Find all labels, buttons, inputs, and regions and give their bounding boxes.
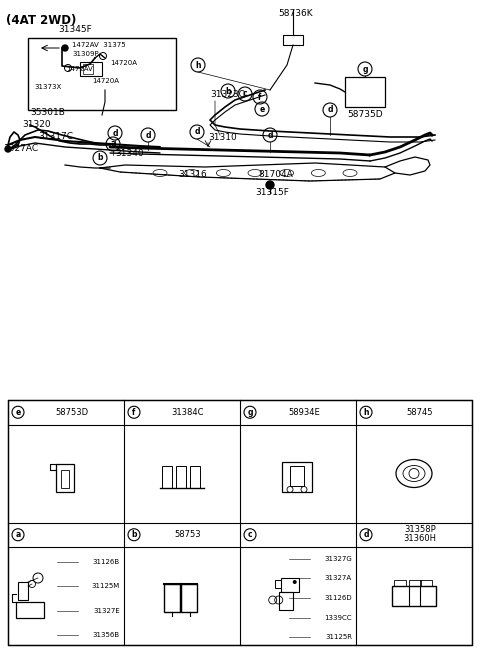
Text: 58753: 58753 (175, 531, 201, 539)
Text: 58753D: 58753D (55, 408, 89, 417)
Text: 31340: 31340 (115, 149, 144, 158)
Text: 58745: 58745 (407, 408, 433, 417)
Text: f: f (258, 92, 262, 102)
Text: 58736K: 58736K (278, 9, 312, 18)
Bar (394, 580, 406, 586)
Text: a: a (15, 531, 21, 539)
Bar (83, 64, 93, 74)
Text: 58934E: 58934E (288, 408, 320, 417)
Text: d: d (267, 130, 273, 140)
Bar (18, 582, 28, 600)
Text: g: g (362, 64, 368, 73)
Text: d: d (145, 130, 151, 140)
Text: 31309P: 31309P (72, 51, 98, 57)
Text: 31345F: 31345F (58, 25, 92, 34)
Text: b: b (225, 86, 231, 96)
Bar (16, 602, 44, 618)
Text: 31125M: 31125M (92, 583, 120, 590)
Bar (392, 586, 436, 606)
Text: 31126D: 31126D (324, 595, 352, 601)
Text: d: d (112, 128, 118, 138)
Bar (275, 580, 281, 588)
Text: 31384C: 31384C (172, 408, 204, 417)
Text: 31126B: 31126B (93, 559, 120, 565)
Text: 35301B: 35301B (30, 108, 65, 117)
Bar (290, 466, 304, 485)
Text: b: b (131, 531, 137, 539)
Bar (61, 470, 69, 487)
Text: g: g (247, 408, 253, 417)
Bar (80, 62, 102, 76)
Bar (283, 35, 303, 45)
Text: e: e (259, 105, 264, 113)
Text: 81704A: 81704A (258, 170, 293, 179)
Text: 31358P: 31358P (404, 525, 436, 534)
Bar (28, 38, 176, 110)
Text: 31327G: 31327G (324, 555, 352, 562)
Text: 31125R: 31125R (325, 634, 352, 640)
Bar (409, 580, 421, 586)
Text: d: d (194, 128, 200, 136)
Circle shape (5, 146, 11, 152)
Text: 31327A: 31327A (325, 575, 352, 582)
Text: 14720A: 14720A (92, 78, 119, 84)
Text: 1472AV  31375: 1472AV 31375 (72, 42, 126, 48)
Text: 31373X: 31373X (34, 84, 61, 90)
Text: 1339CC: 1339CC (324, 614, 352, 620)
Text: 58735D: 58735D (347, 110, 383, 119)
Bar (420, 580, 432, 586)
Bar (56, 464, 74, 491)
Text: h: h (363, 408, 369, 417)
Bar (164, 584, 180, 612)
Text: (4AT 2WD): (4AT 2WD) (6, 14, 76, 27)
Bar (282, 462, 312, 491)
Text: a: a (110, 140, 116, 149)
Text: 1327AC: 1327AC (4, 144, 39, 153)
Text: 31320: 31320 (22, 120, 50, 129)
Bar (190, 466, 200, 487)
Text: 31323Q: 31323Q (210, 90, 246, 99)
Text: 31316: 31316 (178, 170, 207, 179)
Text: d: d (327, 105, 333, 115)
Text: 31360H: 31360H (404, 534, 436, 543)
Text: h: h (195, 60, 201, 69)
Bar (279, 592, 293, 610)
Text: 31317C: 31317C (38, 132, 73, 141)
Circle shape (266, 181, 274, 189)
Text: c: c (248, 531, 252, 539)
Bar (162, 466, 172, 487)
Bar (345, 77, 385, 107)
Circle shape (293, 580, 297, 584)
Bar (8, 400, 472, 645)
Bar (181, 584, 197, 612)
Text: 31315F: 31315F (255, 188, 289, 197)
Text: 31356B: 31356B (93, 632, 120, 638)
Circle shape (62, 45, 68, 51)
Text: 31310: 31310 (208, 133, 237, 142)
Text: d: d (363, 531, 369, 539)
Text: f: f (132, 408, 136, 417)
Bar (176, 466, 186, 487)
Text: 14720A: 14720A (110, 60, 137, 66)
Text: 1472AV: 1472AV (66, 66, 93, 72)
Text: e: e (15, 408, 21, 417)
Text: b: b (97, 153, 103, 162)
Text: c: c (243, 90, 247, 98)
Text: 31327E: 31327E (93, 608, 120, 614)
Bar (281, 578, 299, 592)
